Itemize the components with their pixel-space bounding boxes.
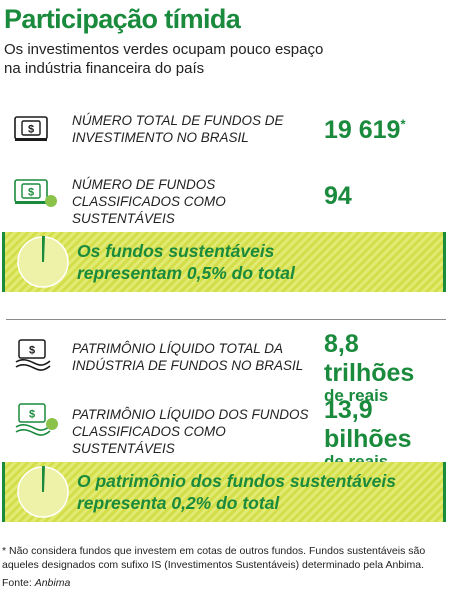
sustainable-equity-value: 13,9 bilhõesde reais (324, 396, 450, 472)
subtitle: Os investimentos verdes ocupam pouco esp… (4, 41, 324, 77)
total-funds-label: NÚMERO TOTAL DE FUNDOS DE INVESTIMENTO N… (72, 113, 284, 145)
total-equity-amount: 8,8 trilhões (324, 330, 415, 387)
highlight-equity-share: O patrimônio dos fundos sustentáveis rep… (2, 462, 446, 522)
highlight-2-line-2: representa 0,2% do total (77, 493, 280, 513)
money-hand-icon: $ (14, 338, 52, 377)
footnote: * Não considera fundos que investem em c… (2, 545, 426, 571)
total-funds-row: $ NÚMERO TOTAL DE FUNDOS DE INVESTIMENTO… (0, 108, 450, 154)
highlight-1-line-2: representam 0,5% do total (77, 263, 295, 283)
svg-text:$: $ (29, 409, 35, 421)
highlight-2-line-1: O patrimônio dos fundos sustentáveis (77, 471, 396, 491)
sustainable-equity-label: PATRIMÔNIO LÍQUIDO DOS FUNDOS CLASSIFICA… (72, 407, 309, 456)
svg-text:$: $ (28, 124, 34, 136)
money-hand-eco-icon: $ (14, 402, 60, 445)
source: Fonte: Anbima (2, 577, 70, 589)
total-equity-value: 8,8 trilhões de reais (324, 330, 450, 406)
banknote-eco-icon: $ (14, 176, 60, 213)
sustainable-funds-value: 94 (324, 182, 352, 210)
sustainable-equity-amount: 13,9 bilhões (324, 396, 412, 453)
highlight-1-line-1: Os fundos sustentáveis (77, 241, 275, 261)
svg-text:$: $ (28, 187, 34, 199)
source-label: Fonte: (2, 577, 32, 589)
total-equity-label: PATRIMÔNIO LÍQUIDO TOTAL DA INDÚSTRIA DE… (72, 341, 304, 373)
sustainable-funds-label: NÚMERO DE FUNDOS CLASSIFICADOS COMO SUST… (72, 177, 226, 226)
share-slice (42, 235, 45, 263)
source-name: Anbima (34, 577, 71, 589)
pie-chart-icon (15, 464, 71, 525)
page-title: Participação tímida (4, 4, 241, 34)
sustainable-equity-row: $ PATRIMÔNIO LÍQUIDO DOS FUNDOS CLASSIFI… (0, 396, 450, 471)
banknote-icon: $ (14, 116, 48, 147)
highlight-funds-share: Os fundos sustentáveis representam 0,5% … (2, 232, 446, 292)
pie-chart-icon (15, 234, 71, 295)
footnote-marker: * (400, 116, 406, 132)
total-equity-unit: de reais (324, 386, 389, 405)
section-divider (6, 319, 446, 320)
svg-text:$: $ (29, 345, 35, 357)
sustainable-funds-row: $ NÚMERO DE FUNDOS CLASSIFICADOS COMO SU… (0, 170, 450, 226)
share-slice (42, 465, 45, 493)
total-equity-row: $ PATRIMÔNIO LÍQUIDO TOTAL DA INDÚSTRIA … (0, 330, 450, 405)
total-funds-number: 19 619 (324, 116, 401, 144)
total-funds-value: 19 619* (324, 116, 406, 145)
